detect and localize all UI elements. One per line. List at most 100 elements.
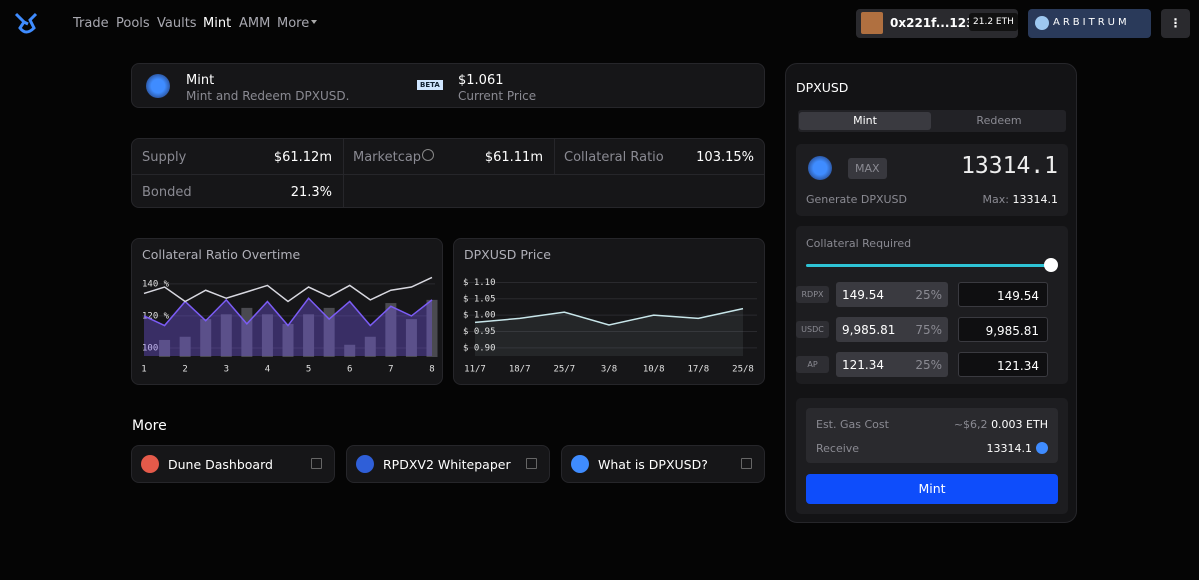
x-tick-label: 8 [429, 365, 434, 375]
value-field: 121.34 [958, 352, 1048, 377]
token-icon [146, 74, 170, 98]
network[interactable]: ARBITRUM [1028, 9, 1151, 38]
price: $1.061 [458, 73, 504, 88]
gas-usd: ~$6,2 [953, 418, 988, 431]
tab[interactable]: Redeem [976, 114, 1022, 127]
chart: 140 % 120 % 100 % 1 2 3 4 5 6 7 8 [141, 276, 438, 375]
token-label: USDC [796, 321, 829, 338]
tab[interactable]: Mint [799, 112, 931, 130]
divider [554, 139, 555, 174]
chart: $ 1.10 $ 1.05 $ 1.00 $ 0.95 $ 0.90 11/7 18/7 25… [463, 278, 757, 375]
gas-eth: 0.003 ETH [991, 418, 1048, 431]
amount-field: 149.54 25% [836, 282, 948, 307]
gas-box: Est. Gas Cost ~$6,2 0.003 ETH Receive 13… [806, 408, 1058, 463]
balance: 21.2 ETH [969, 13, 1018, 31]
x-tick-label: 18/7 [509, 365, 531, 375]
link-text: Dune Dashboard [168, 457, 273, 472]
link-icon [141, 455, 159, 473]
area [144, 298, 432, 356]
y-tick-label: $ 0.90 [463, 343, 496, 353]
value-field: 9,985.81 [958, 317, 1048, 342]
y-tick-label: $ 1.00 [463, 311, 496, 321]
stat-value: $61.12m [273, 150, 332, 165]
amount-field: 121.34 25% [836, 352, 948, 377]
logo[interactable] [12, 10, 40, 38]
caret [311, 20, 317, 24]
bar [426, 299, 438, 357]
info-icon[interactable] [422, 149, 434, 161]
chart-card: Collateral Ratio Overtime 140 % 120 % 100 … [131, 238, 443, 385]
amount: 121.34 [842, 358, 884, 372]
max-button[interactable]: MAX [848, 158, 887, 179]
x-tick-label: 5 [306, 365, 311, 375]
generate-label: Generate DPXUSD [806, 193, 908, 206]
x-tick-label: 11/7 [464, 365, 486, 375]
stat-value: $61.11m [484, 150, 543, 165]
nav-item[interactable]: More [277, 16, 310, 31]
nav-item[interactable]: Trade [73, 16, 109, 31]
bar [179, 336, 191, 357]
price-label: Current Price [458, 89, 537, 103]
x-tick-label: 2 [182, 365, 187, 375]
stat-value: 103.15% [696, 150, 754, 165]
link-card[interactable]: What is DPXUSD? [561, 445, 765, 483]
bar [344, 344, 356, 357]
link-icon [356, 455, 374, 473]
max-label: Max: [982, 193, 1009, 206]
collateral-box: Collateral Required RDPX 149.54 25% 149.54 U… [796, 226, 1068, 384]
bar [241, 307, 253, 357]
x-tick-label: 4 [265, 365, 270, 375]
nav-item[interactable]: Mint [203, 16, 232, 31]
gas-label: Est. Gas Cost [816, 418, 889, 431]
slider-thumb[interactable] [1044, 258, 1058, 272]
x-tick-label: 3 [224, 365, 229, 375]
bar [385, 303, 397, 357]
wallet[interactable]: 0x221f...123g 21.2 ETH [856, 9, 1018, 38]
nav-item[interactable]: Vaults [157, 16, 197, 31]
panel-title: DPXUSD [796, 80, 849, 95]
network-icon [1035, 16, 1049, 30]
section-title: More [132, 418, 167, 434]
bar [261, 314, 273, 357]
y-tick-label: $ 0.95 [463, 327, 496, 337]
mint-panel: DPXUSD Mint Redeem MAX 13314.1 Generate … [785, 63, 1077, 523]
link-card[interactable]: Dune Dashboard [131, 445, 335, 483]
x-tick-label: 17/8 [687, 365, 709, 375]
bar [323, 307, 335, 357]
link-card[interactable]: RPDXV2 Whitepaper [346, 445, 550, 483]
token-label: AP [796, 356, 829, 373]
external-icon [741, 458, 752, 469]
percent: 25% [915, 288, 942, 302]
stat-label: Collateral Ratio [564, 150, 664, 165]
x-tick-label: 7 [388, 365, 393, 375]
percent: 25% [915, 358, 942, 372]
amount-field: 9,985.81 75% [836, 317, 948, 342]
line [474, 307, 744, 326]
receive-value: 13314.1 [986, 442, 1033, 455]
area-line [143, 297, 433, 327]
menu-button[interactable]: ⋮ [1161, 9, 1190, 38]
y-tick-label: 140 % [142, 279, 170, 289]
y-tick-label: $ 1.05 [463, 294, 496, 304]
percent: 75% [915, 323, 942, 337]
area [475, 308, 743, 356]
slider-track [806, 264, 1052, 267]
chart-title: DPXUSD Price [464, 247, 551, 262]
receive-label: Receive [816, 442, 860, 455]
bar [200, 319, 212, 357]
bar [405, 319, 417, 357]
nav-item[interactable]: Pools [116, 16, 150, 31]
amount: 9,985.81 [842, 323, 896, 337]
line [143, 276, 433, 303]
x-tick-label: 1 [141, 365, 146, 375]
mint-button[interactable]: Mint [806, 474, 1058, 504]
collateral-title: Collateral Required [806, 237, 912, 250]
link-text: RPDXV2 Whitepaper [383, 457, 511, 472]
x-tick-label: 3/8 [601, 365, 617, 375]
nav-item[interactable]: AMM [239, 16, 271, 31]
header-subtitle: Mint and Redeem DPXUSD. [186, 89, 350, 103]
header-card: Mint Mint and Redeem DPXUSD. BETA $1.061… [131, 63, 765, 108]
max-value: 13314.1 [1012, 193, 1059, 206]
stats-card: Supply $61.12m Marketcap $61.11m Collate… [131, 138, 765, 208]
chart-title: Collateral Ratio Overtime [142, 247, 301, 262]
